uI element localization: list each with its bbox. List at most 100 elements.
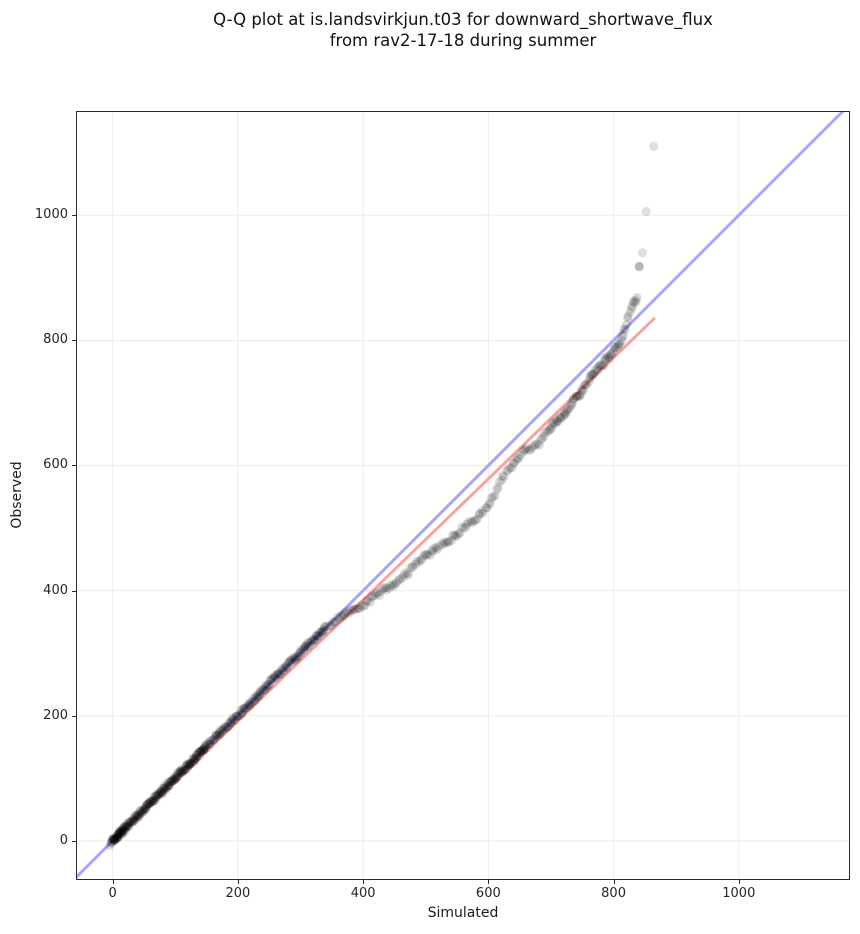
scatter-point xyxy=(326,621,336,631)
scatter-point xyxy=(224,718,234,728)
scatter-point xyxy=(347,606,357,616)
scatter-point xyxy=(295,647,305,658)
scatter-point xyxy=(542,426,552,437)
scatter-point xyxy=(289,652,299,662)
scatter-point xyxy=(273,668,283,678)
scatter-point xyxy=(182,759,193,769)
scatter-point xyxy=(180,764,190,775)
scatter-point xyxy=(267,673,277,684)
scatter-point xyxy=(194,747,204,757)
x-tick-mark xyxy=(738,880,740,884)
scatter-point xyxy=(143,799,153,809)
scatter-point xyxy=(568,393,579,404)
scatter-point xyxy=(311,631,321,641)
scatter-point xyxy=(371,589,381,599)
scatter-point xyxy=(585,373,595,384)
scatter-point xyxy=(243,701,254,711)
scatter-point xyxy=(318,624,328,634)
scatter-point xyxy=(234,710,244,720)
scatter-point xyxy=(337,612,347,622)
scatter-point xyxy=(497,475,507,485)
scatter-point xyxy=(587,370,598,380)
scatter-point xyxy=(108,835,119,845)
scatter-point xyxy=(254,691,264,701)
scatter-point xyxy=(316,627,326,637)
scatter-point xyxy=(114,827,124,838)
scatter-point xyxy=(627,301,637,311)
scatter-point xyxy=(470,515,480,525)
scatter-point xyxy=(603,351,613,361)
scatter-point xyxy=(226,716,236,726)
scatter-point xyxy=(198,744,209,754)
scatter-point xyxy=(625,307,635,317)
scatter-point xyxy=(281,661,291,671)
scatter-point xyxy=(132,811,142,822)
scatter-point xyxy=(610,342,620,352)
scatter-point xyxy=(185,759,196,769)
scatter-point xyxy=(252,692,262,703)
scatter-point xyxy=(599,361,609,371)
scatter-point xyxy=(188,753,198,764)
scatter-point xyxy=(548,418,558,428)
scatter-point xyxy=(262,682,272,693)
scatter-point xyxy=(113,832,124,842)
scatter-point xyxy=(236,710,246,720)
scatter-point xyxy=(450,531,461,542)
y-tick-label: 0 xyxy=(59,832,68,848)
scatter-point xyxy=(272,669,282,679)
scatter-point xyxy=(272,670,283,680)
scatter-point xyxy=(520,445,531,455)
scatter-point xyxy=(206,736,216,746)
x-tick-mark xyxy=(237,880,239,884)
scatter-point xyxy=(544,426,554,436)
scatter-point xyxy=(291,653,301,663)
scatter-point xyxy=(155,789,165,799)
scatter-point xyxy=(157,789,167,799)
scatter-point xyxy=(553,416,563,427)
scatter-point xyxy=(158,783,168,793)
scatter-point xyxy=(555,413,565,423)
scatter-point xyxy=(171,773,181,784)
scatter-point xyxy=(579,380,589,390)
scatter-point xyxy=(440,539,450,549)
scatter-point xyxy=(411,556,422,567)
scatter-point xyxy=(126,817,136,827)
scatter-point xyxy=(492,485,502,495)
scatter-point xyxy=(109,835,119,845)
scatter-point xyxy=(195,746,206,756)
scatter-point xyxy=(258,685,269,695)
scatter-point xyxy=(223,722,233,732)
scatter-point xyxy=(303,637,313,648)
scatter-point xyxy=(560,409,570,420)
scatter-point xyxy=(316,627,326,637)
scatter-point xyxy=(259,685,269,695)
scatter-point xyxy=(391,577,402,587)
scatter-point xyxy=(269,673,279,683)
scatter-point xyxy=(425,550,435,560)
scatter-point xyxy=(113,829,123,839)
scatter-point xyxy=(249,696,260,706)
scatter-point xyxy=(592,363,602,373)
scatter-point xyxy=(556,413,566,423)
scatter-point xyxy=(151,791,161,802)
scatter-point xyxy=(238,703,248,713)
scatter-point xyxy=(174,766,184,777)
scatter-point xyxy=(182,760,192,771)
scatter-point xyxy=(245,699,256,709)
scatter-point xyxy=(204,738,215,749)
scatter-point xyxy=(457,522,467,532)
scatter-point xyxy=(122,822,132,832)
scatter-point xyxy=(216,725,226,735)
scatter-point xyxy=(594,360,604,370)
scatter-point xyxy=(290,655,300,665)
scatter-point xyxy=(163,778,173,789)
scatter-point xyxy=(191,753,201,763)
chart-title-line1: Q-Q plot at is.landsvirkjun.t03 for down… xyxy=(213,10,713,29)
scatter-point xyxy=(160,782,170,792)
scatter-point xyxy=(600,354,610,364)
scatter-point xyxy=(283,658,293,668)
scatter-point xyxy=(107,834,118,845)
scatter-point xyxy=(303,641,313,652)
scatter-point xyxy=(149,795,159,805)
scatter-point xyxy=(397,573,407,583)
